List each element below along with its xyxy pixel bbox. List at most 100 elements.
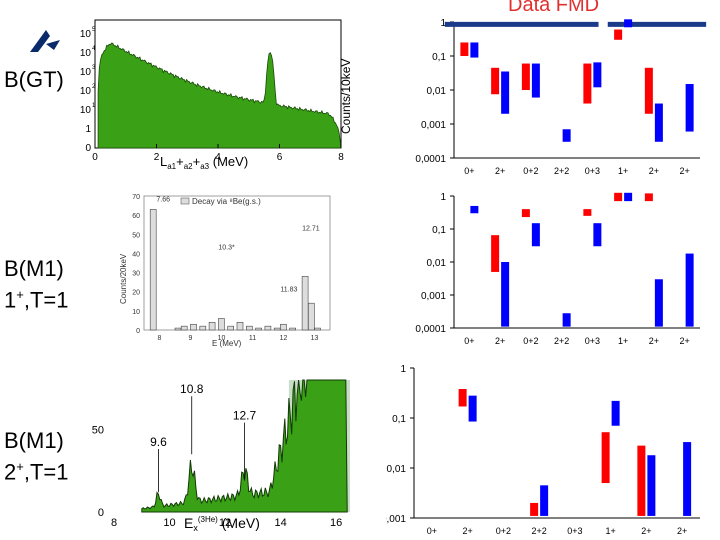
fmd-m1-two-chart: 1 0,1 0,01 0,001 0+ 2+ 0+2 2+2 0+3 1+ 2+ 2+ xyxy=(386,364,700,536)
gt-y-tick-label: 10 xyxy=(80,67,92,78)
m1-spectrum-annotations: 7.66 10.3* 11.83 12.71 xyxy=(156,197,319,294)
fmd-y-tick-label: 1 xyxy=(440,192,446,203)
fmd-bar-FMD xyxy=(624,192,633,202)
gt-y-tick-exponent: 2 xyxy=(92,84,96,90)
fmd-bar-FMD xyxy=(531,63,540,98)
m1-x-tick-label: 9 xyxy=(189,335,193,342)
m1-histogram-bar xyxy=(289,327,296,331)
fmd-x-tick-label: 0+2 xyxy=(496,526,511,536)
fmd-bar-FMD xyxy=(593,223,602,247)
row-label-m1-one-isospin: ,T=1 xyxy=(23,287,69,313)
fmd-x-tick-label: 2+ xyxy=(677,526,687,536)
m1-y-tick-label: 20 xyxy=(132,290,140,297)
fmd-y-tick-label: 0,1 xyxy=(432,52,446,63)
gt-x-tick-label: 4 xyxy=(215,152,221,163)
fmd-x-tick-label: 1+ xyxy=(618,166,628,176)
fmd-y-tick-label: 0,0001 xyxy=(415,324,446,335)
m1-2-spectrum-annotations: 10.8 12.7 9.6 xyxy=(150,382,257,493)
m1-legend-text: Decay via ⁸Be(g.s.) xyxy=(192,197,261,206)
fmd-bar-FMD xyxy=(647,455,656,516)
m1-histogram-bar xyxy=(308,302,315,331)
m1-x-tick-label: 10 xyxy=(218,335,226,342)
gt-xlabel-main: L xyxy=(160,154,167,169)
m1-histogram-bar xyxy=(208,322,216,331)
m2-x-tick-label: 8 xyxy=(111,517,117,529)
gt-y-tick-exponent: 5 xyxy=(92,27,96,33)
m2-peak-label: 10.8 xyxy=(180,382,204,396)
m2-xlabel-sup: (3He) xyxy=(198,515,218,524)
gt-y-tick-label: 10 xyxy=(80,86,92,97)
m1-2-spectrum-chart: 50 0 8 10 12 14 16 10.8 12.7 9.6 Ex(3He) (MeV) xyxy=(92,379,350,533)
fmd-bar-data xyxy=(583,209,592,216)
m1-2-spectrum-area xyxy=(141,379,348,513)
fmd-x-tick-label: 2+ xyxy=(679,336,689,346)
m1-histogram-bar xyxy=(246,325,253,331)
m1-histogram-bar xyxy=(149,209,157,331)
fmd-x-tick-label: 2+ xyxy=(495,166,505,176)
fmd-bar-data xyxy=(458,389,467,407)
fmd-x-tick-label: 0+ xyxy=(427,526,437,536)
fmd-y-tick-label: 0,01 xyxy=(427,258,447,269)
gt-x-tick-label: 0 xyxy=(92,152,98,163)
m1-x-tick-label: 11 xyxy=(249,335,256,342)
fmd-x-tick-label: 1+ xyxy=(618,336,628,346)
m1-2-spectrum-xlabel: Ex(3He) (MeV) xyxy=(184,515,260,533)
m1-y-tick-label: 30 xyxy=(132,271,140,278)
m1-histogram-bar xyxy=(301,276,309,331)
fmd-bar-data xyxy=(521,63,530,90)
fmd-x-tick-label: 2+ xyxy=(495,336,505,346)
gt-x-tick-label: 2 xyxy=(154,152,160,163)
gt-y-tick-label: 10 xyxy=(80,48,92,59)
m1-2-spectrum-yticks: 50 0 xyxy=(92,425,104,520)
m1-spectrum-yticks: 70 60 50 40 30 20 10 0 xyxy=(132,194,140,335)
fmd-x-tick-label: 0+3 xyxy=(585,166,600,176)
gt-spectrum-xlabel: La1+a2+a3 (MeV) xyxy=(160,154,248,171)
fmd-y-tick-label: 0,1 xyxy=(432,225,446,236)
fmd-x-tick-label: 2+ xyxy=(679,166,689,176)
m1-spectrum-xlabel: E (MeV) xyxy=(212,339,242,348)
row-label-m1-two-text: B(M1) xyxy=(4,428,64,453)
fmd-bar-data xyxy=(644,193,653,202)
m2-peak-label: 12.7 xyxy=(233,409,257,423)
fmd-bar-FMD xyxy=(470,205,479,214)
fmd-bar-data xyxy=(491,235,500,272)
fmd-x-tick-label: 1+ xyxy=(605,526,615,536)
m1-histogram-bar xyxy=(199,325,207,331)
m2-xlabel-sub: x xyxy=(193,523,198,533)
m1-histogram-bar xyxy=(280,323,287,331)
fmd-x-tick-label: 2+2 xyxy=(531,526,546,536)
fmd-y-tick-label: 0,001 xyxy=(421,120,446,131)
fmd-x-tick-label: 2+ xyxy=(649,336,659,346)
gt-y-tick-label: 10 xyxy=(80,29,92,40)
gt-y-tick-label: 1 xyxy=(85,124,91,135)
gt-spectrum-area xyxy=(97,42,342,149)
row-label-m1-two-isospin: ,T=1 xyxy=(23,459,69,485)
m1-y-tick-label: 50 xyxy=(132,232,140,239)
m1-histogram-bar xyxy=(174,327,182,331)
m2-x-tick-label: 10 xyxy=(163,517,175,529)
fmd-bar-FMD xyxy=(654,103,663,142)
fmd-bar-FMD xyxy=(685,84,694,132)
fmd-bar-FMD xyxy=(501,262,510,327)
fmd-bar-FMD xyxy=(654,279,663,327)
m1-x-tick-label: 8 xyxy=(158,335,162,342)
fmd-bar-FMD xyxy=(540,485,549,516)
fmd-bar-FMD xyxy=(562,313,571,327)
fmd-bar-data xyxy=(583,63,592,104)
logo-stroke-right xyxy=(46,40,60,50)
fmd-bar-FMD xyxy=(683,442,692,516)
m1-histogram-bar xyxy=(255,327,262,331)
fmd-bar-data xyxy=(637,445,646,516)
fmd-bar-FMD xyxy=(470,42,479,58)
fmd-bar-data xyxy=(614,192,623,202)
fmd-bar-FMD xyxy=(624,19,633,28)
m1-histogram-bar xyxy=(218,318,225,331)
fmd-gt-chart: 1 0,1 0,01 0,001 0,0001 0+ 2+ 0+2 2+2 0+3 1+ 2+ 2+ xyxy=(415,18,707,176)
gt-spectrum-ylabel: Counts/10keV xyxy=(339,59,353,134)
gt-x-tick-label: 8 xyxy=(338,152,344,163)
m1-y-tick-label: 60 xyxy=(132,213,140,220)
m2-x-tick-label: 14 xyxy=(274,517,286,529)
gt-y-tick-exponent: 3 xyxy=(92,65,96,71)
logo-stroke-left xyxy=(30,30,50,52)
